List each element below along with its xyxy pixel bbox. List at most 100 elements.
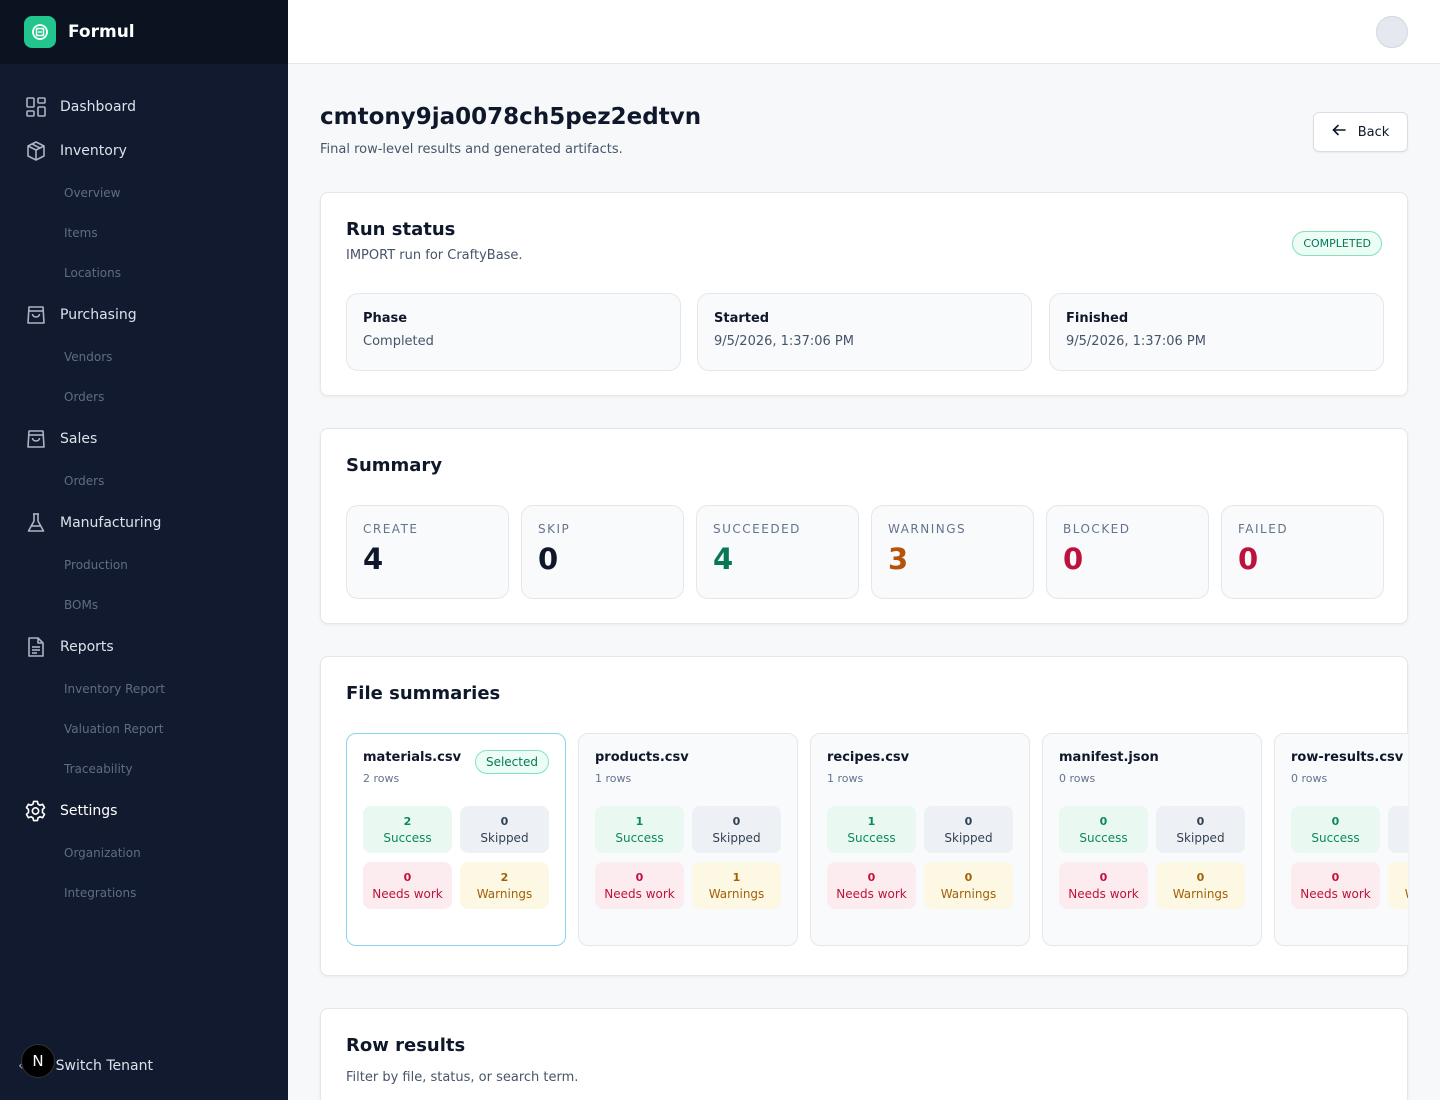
success-label: Success [1079,830,1128,845]
skipped-tile: 0 Skipped [1156,806,1245,853]
sidebar-item-label: Sales [60,431,98,447]
file-card-recipes[interactable]: recipes.csv 1 rows 1 Success 0 Skipped 0 Ne… [810,733,1030,946]
back-button[interactable]: Back [1313,112,1408,152]
sidebar-item-sales[interactable]: Sales [0,417,288,461]
file-rows: 0 rows [1291,772,1328,785]
sidebar-item-manufacturing[interactable]: Manufacturing [0,501,288,545]
file-card-materials[interactable]: materials.csv 2 rows Selected 2 Success 0… [346,733,566,946]
sidebar-subitem-inventory-report[interactable]: Inventory Report [64,682,165,696]
page-subtitle: Final row-level results and generated ar… [320,142,623,157]
n-badge[interactable]: N [21,1044,55,1078]
sidebar-subitem-valuation-report[interactable]: Valuation Report [64,722,164,736]
sidebar-item-purchasing[interactable]: Purchasing [0,293,288,337]
skipped-count: 0 [732,814,741,828]
stat-value: 0 [1063,542,1084,576]
summary-card: Summary CREATE 4 SKIP 0 SUCCEEDED 4 WARN… [320,428,1408,624]
stat-label: WARNINGS [888,522,967,536]
file-stats: 2 Success 0 Skipped 0 Needs work 2 Warnings [363,806,551,909]
info-label: Finished [1066,311,1129,326]
sidebar-nav: Dashboard Inventory Overview Items Locat… [0,64,288,913]
skipped-count: 0 [1196,814,1205,828]
sidebar-item-inventory[interactable]: Inventory [0,129,288,173]
sidebar-subitem-boms[interactable]: BOMs [64,598,99,612]
sidebar-item-label: Manufacturing [60,515,162,531]
skipped-label: Skipped [712,830,761,845]
stat-value: 4 [363,542,384,576]
file-summaries-card: File summaries materials.csv 2 rows Sele… [320,656,1408,976]
file-summaries-scroll[interactable]: File summaries materials.csv 2 rows Sele… [321,657,1408,975]
file-rows: 0 rows [1059,772,1096,785]
brand[interactable]: Formul [0,0,288,64]
needs-work-label: Needs work [836,886,907,901]
gear-icon [24,800,47,823]
stat-warnings: WARNINGS 3 [871,505,1034,599]
skipped-tile: 0 Skipped [692,806,781,853]
avatar[interactable] [1376,16,1408,48]
skipped-label: Skipped [1176,830,1225,845]
page-title: cmtony9ja0078ch5pez2edtvn [320,104,702,130]
sidebar-subitem-items[interactable]: Items [64,226,98,240]
stat-succeeded: SUCCEEDED 4 [696,505,859,599]
file-stats: 1 Success 0 Skipped 0 Needs work 0 Warnings [827,806,1015,909]
info-label: Phase [363,311,408,326]
skipped-label: Skipped [480,830,529,845]
sidebar-subitem-purchase-orders[interactable]: Orders [64,390,105,404]
sidebar-subitem-traceability[interactable]: Traceability [64,762,133,776]
sidebar-item-label: Inventory [60,143,127,159]
info-label: Started [714,311,770,326]
flask-icon [24,512,47,535]
box-icon [24,140,47,163]
file-card-products[interactable]: products.csv 1 rows 1 Success 0 Skipped 0 N… [578,733,798,946]
stat-value: 3 [888,542,909,576]
switch-tenant-button[interactable]: ‹ Switch Tenant [0,1058,288,1074]
sidebar-subitem-production[interactable]: Production [64,558,128,572]
run-status-subtitle: IMPORT run for CraftyBase. [346,248,523,263]
needs-work-tile: 0 Needs work [1291,862,1380,909]
stat-value: 0 [538,542,559,576]
file-card-manifest[interactable]: manifest.json 0 rows 0 Success 0 Skipped 0… [1042,733,1262,946]
needs-work-tile: 0 Needs work [363,862,452,909]
skipped-label: Skipped [944,830,993,845]
sidebar-subitem-sales-orders[interactable]: Orders [64,474,105,488]
file-stats: 1 Success 0 Skipped 0 Needs work 1 Warnings [595,806,783,909]
stat-label: CREATE [363,522,419,536]
row-results-title: Row results [346,1035,466,1056]
file-stats: 0 Success 0 Skipped 0 Needs work 0 Warnings [1059,806,1247,909]
needs-work-tile: 0 Needs work [827,862,916,909]
needs-work-label: Needs work [1068,886,1139,901]
stat-label: SUCCEEDED [713,522,801,536]
warnings-tile: 1 Warnings [692,862,781,909]
file-name: recipes.csv [827,750,910,765]
stat-label: BLOCKED [1063,522,1131,536]
sidebar-subitem-organization[interactable]: Organization [64,846,141,860]
needs-work-count: 0 [403,870,412,884]
sidebar-subitem-locations[interactable]: Locations [64,266,122,280]
success-tile: 0 Success [1291,806,1380,853]
sidebar-subitem-vendors[interactable]: Vendors [64,350,113,364]
selected-badge: Selected [474,750,549,774]
document-icon [24,636,47,659]
skipped-count: 0 [500,814,509,828]
file-rows: 1 rows [827,772,864,785]
sidebar-item-reports[interactable]: Reports [0,625,288,669]
success-count: 1 [867,814,876,828]
warnings-count: 0 [1196,870,1205,884]
sidebar-subitem-integrations[interactable]: Integrations [64,886,137,900]
warnings-tile: 0 Warnings [1156,862,1245,909]
file-name: products.csv [595,750,689,765]
sidebar: Formul Dashboard Inventory Overview Item… [0,0,288,1100]
warnings-label: Warnings [708,886,765,901]
file-name: row-results.csv [1291,750,1404,765]
arrow-left-icon [1332,124,1346,140]
sidebar-subitem-overview[interactable]: Overview [64,186,121,200]
file-card-row-results[interactable]: row-results.csv 0 rows 0 Success 0Skipped… [1274,733,1408,946]
needs-work-tile: 0 Needs work [1059,862,1148,909]
needs-work-count: 0 [867,870,876,884]
started-box: Started 9/5/2026, 1:37:06 PM [697,293,1032,371]
sidebar-item-dashboard[interactable]: Dashboard [0,85,288,129]
warnings-label: Warnings [1172,886,1229,901]
success-tile: 0 Success [1059,806,1148,853]
sidebar-item-settings[interactable]: Settings [0,789,288,833]
